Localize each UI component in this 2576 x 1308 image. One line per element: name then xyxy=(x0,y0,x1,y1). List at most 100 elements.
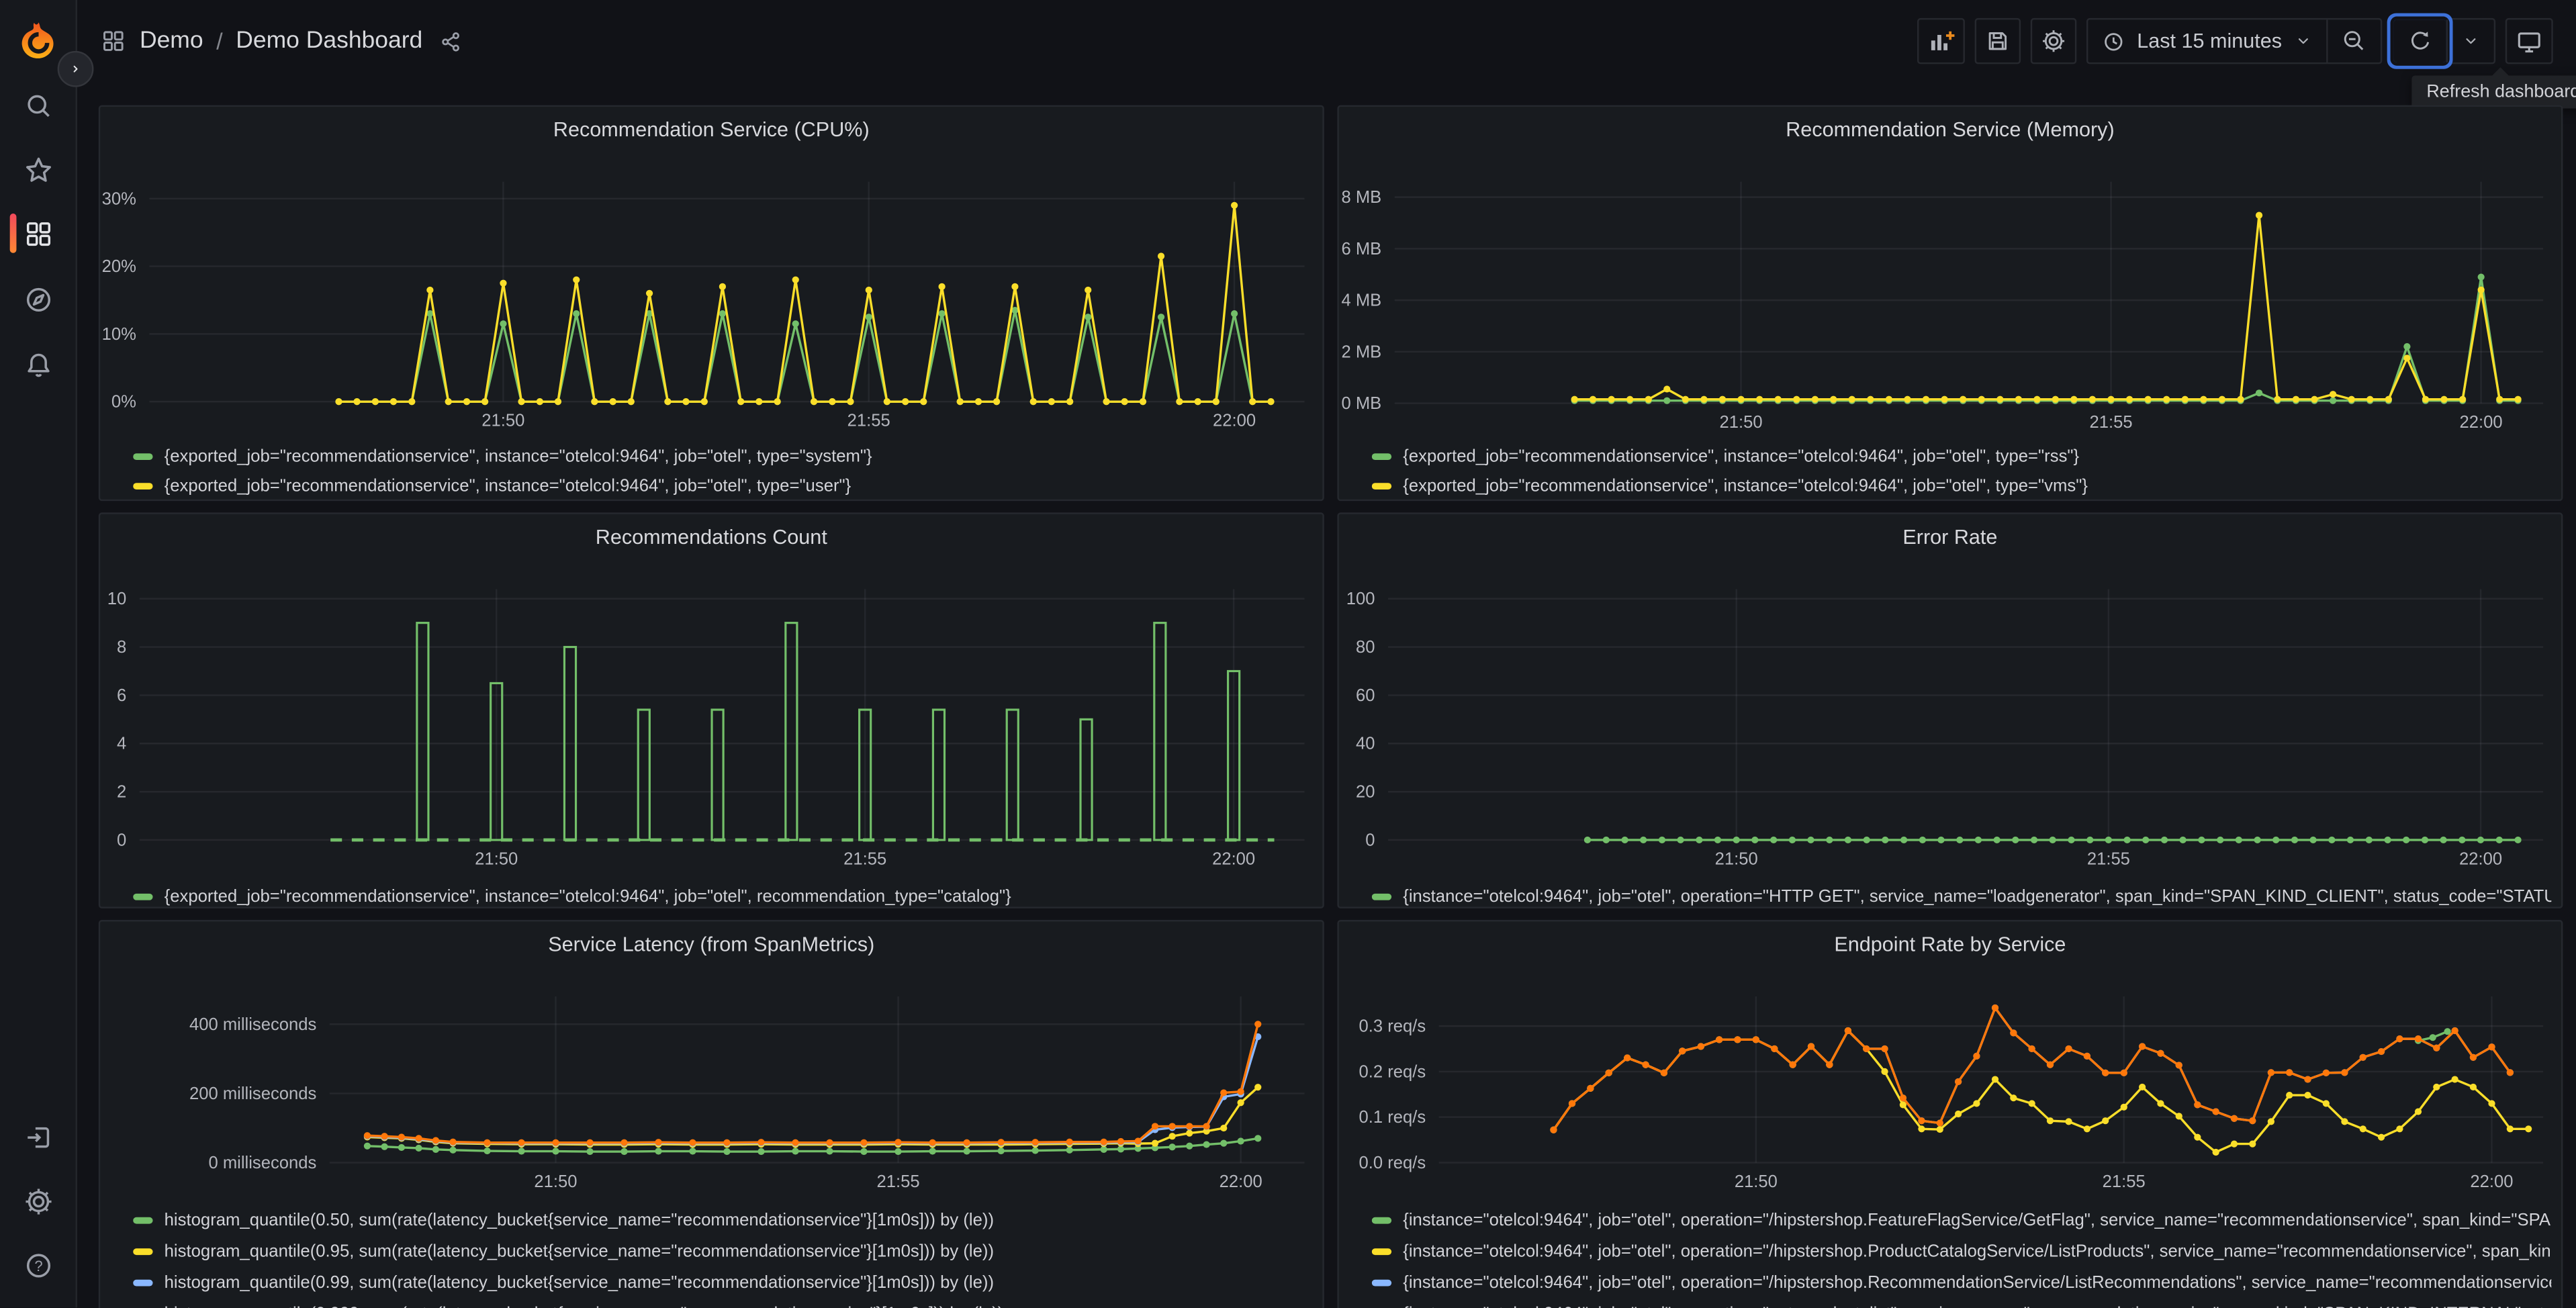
time-series-chart[interactable]: 21:50 21:55 22:00 0% 10% 20% 30% xyxy=(100,107,1322,500)
time-series-chart[interactable]: 21:50 21:55 22:00 0 MB 2 MB 4 MB 6 MB 8 MB xyxy=(1339,107,2561,500)
svg-text:30%: 30% xyxy=(102,189,136,208)
panel-title[interactable]: Error Rate xyxy=(1902,525,1998,549)
refresh-interval-dropdown[interactable] xyxy=(2446,19,2494,62)
legend-item[interactable]: {instance="otelcol:9464", job="otel", op… xyxy=(1371,1204,2551,1235)
svg-text:4 MB: 4 MB xyxy=(1342,291,1382,310)
sidebar-expand-button[interactable] xyxy=(57,50,94,87)
legend-swatch xyxy=(1371,1278,1392,1286)
sidebar-item-alerting[interactable] xyxy=(0,335,77,394)
refresh-icon xyxy=(2411,32,2430,50)
refresh-dashboard-button[interactable] xyxy=(2393,19,2446,62)
time-series-chart[interactable]: 21:50 21:55 22:00 0 20 40 60 80 100 xyxy=(1339,514,2561,907)
sidebar-item-explore[interactable] xyxy=(0,269,77,328)
legend-item[interactable]: histogram_quantile(0.999, sum(rate(laten… xyxy=(133,1298,1313,1308)
svg-text:0 milliseconds: 0 milliseconds xyxy=(208,1154,316,1172)
time-series-chart[interactable]: 21:50 21:55 22:00 0.0 req/s 0.1 req/s 0.2 req… xyxy=(1339,921,2561,1308)
breadcrumb-section[interactable]: Demo xyxy=(139,28,203,54)
svg-text:21:50: 21:50 xyxy=(1720,413,1763,432)
legend-swatch xyxy=(1371,893,1392,900)
legend-item[interactable]: {instance="otelcol:9464", job="otel", op… xyxy=(1371,1266,2552,1297)
add-panel-button[interactable] xyxy=(1917,17,1965,64)
panel-title[interactable]: Recommendation Service (CPU%) xyxy=(553,118,870,142)
legend-item[interactable]: histogram_quantile(0.99, sum(rate(latenc… xyxy=(133,1266,1313,1297)
legend-swatch xyxy=(133,453,153,461)
time-controls: Last 15 minutes xyxy=(2086,17,2383,64)
dashboard-toolbar: Last 15 minutes xyxy=(1917,17,2553,64)
svg-text:20: 20 xyxy=(1356,783,1375,802)
panel-legend: {exported_job="recommendationservice", i… xyxy=(1371,442,2552,501)
sidebar-item-settings[interactable] xyxy=(0,1171,77,1230)
panel-title[interactable]: Service Latency (from SpanMetrics) xyxy=(548,933,875,956)
legend-swatch xyxy=(1371,1216,1392,1223)
panel-service-latency: Service Latency (from SpanMetrics) 21:50… xyxy=(98,920,1324,1308)
svg-text:21:50: 21:50 xyxy=(534,1172,577,1191)
panel-title[interactable]: Recommendation Service (Memory) xyxy=(1786,118,2115,142)
zoom-out-button[interactable] xyxy=(2326,19,2381,62)
svg-text:0%: 0% xyxy=(111,393,136,412)
time-series-chart[interactable]: 21:50 21:55 22:00 0 2 4 6 8 10 xyxy=(100,514,1322,907)
panel-title[interactable]: Endpoint Rate by Service xyxy=(1834,933,2066,956)
legend-label: {exported_job="recommendationservice", i… xyxy=(1403,476,2088,496)
legend-label: {instance="otelcol:9464", job="otel", op… xyxy=(1403,1272,2552,1293)
svg-text:21:50: 21:50 xyxy=(481,412,524,430)
legend-swatch xyxy=(133,893,153,900)
dashboards-grid-icon xyxy=(26,221,51,245)
zoom-out-icon xyxy=(2344,31,2364,50)
panel-recommendation-memory: Recommendation Service (Memory) 21:50 21:… xyxy=(1337,105,2563,502)
time-range-picker[interactable]: Last 15 minutes xyxy=(2088,19,2326,62)
share-icon[interactable] xyxy=(439,29,464,54)
svg-text:10%: 10% xyxy=(102,325,136,344)
legend-item[interactable]: {exported_job="recommendationservice", i… xyxy=(133,471,1313,501)
sidebar-item-dashboards[interactable] xyxy=(0,203,77,263)
svg-text:8 MB: 8 MB xyxy=(1342,188,1382,207)
panel-title[interactable]: Recommendations Count xyxy=(595,525,827,549)
svg-text:21:55: 21:55 xyxy=(2103,1172,2146,1191)
legend-item[interactable]: {instance="otelcol:9464", job="otel", op… xyxy=(1371,882,2551,912)
sidebar-item-sign-in[interactable] xyxy=(0,1107,77,1166)
legend-item[interactable]: histogram_quantile(0.50, sum(rate(latenc… xyxy=(133,1204,1313,1235)
active-indicator xyxy=(9,214,16,253)
sidebar-item-help[interactable]: ? xyxy=(0,1235,77,1295)
legend-item[interactable]: {exported_job="recommendationservice", i… xyxy=(1371,471,2552,501)
kiosk-mode-button[interactable] xyxy=(2505,17,2553,64)
save-dashboard-button[interactable] xyxy=(1974,17,2021,64)
legend-label: {exported_job="recommendationservice", i… xyxy=(164,476,852,496)
svg-text:200 milliseconds: 200 milliseconds xyxy=(189,1084,316,1103)
save-icon xyxy=(1988,32,2007,50)
svg-text:22:00: 22:00 xyxy=(2460,413,2503,432)
legend-item[interactable]: {exported_job="recommendationservice", i… xyxy=(133,442,1313,471)
legend-swatch xyxy=(133,1248,153,1254)
panel-error-rate: Error Rate 21:50 21:55 22:00 0 20 40 60 80 100 {… xyxy=(1337,512,2563,908)
svg-text:0.3 req/s: 0.3 req/s xyxy=(1359,1017,1426,1036)
grafana-logo-icon[interactable] xyxy=(15,18,62,66)
svg-text:6 MB: 6 MB xyxy=(1342,240,1382,259)
svg-text:21:50: 21:50 xyxy=(475,849,518,868)
sidebar-item-search[interactable] xyxy=(0,76,77,135)
dashboards-grid-icon xyxy=(103,31,124,51)
legend-label: {instance="otelcol:9464", job="otel", op… xyxy=(1403,1303,2551,1308)
svg-text:2: 2 xyxy=(117,783,126,802)
legend-item[interactable]: {instance="otelcol:9464", job="otel", op… xyxy=(1371,1235,2551,1266)
refresh-controls xyxy=(2392,17,2496,64)
time-series-chart[interactable]: 21:50 21:55 22:00 0 milliseconds 200 millise… xyxy=(100,921,1322,1308)
legend-label: {exported_job="recommendationservice", i… xyxy=(164,447,872,467)
legend-item[interactable]: {exported_job="recommendationservice", i… xyxy=(1371,442,2552,471)
legend-swatch xyxy=(1371,453,1392,461)
search-icon xyxy=(28,94,50,116)
sidebar-item-starred[interactable] xyxy=(0,140,77,199)
legend-item[interactable]: {exported_job="recommendationservice", i… xyxy=(133,882,1313,912)
panel-legend: {instance="otelcol:9464", job="otel", op… xyxy=(1371,882,2551,912)
legend-item[interactable]: {instance="otelcol:9464", job="otel", op… xyxy=(1372,1298,2551,1308)
svg-text:21:55: 21:55 xyxy=(2090,413,2133,432)
breadcrumb: Demo / Demo Dashboard xyxy=(100,0,463,82)
chevron-right-icon xyxy=(73,65,78,73)
legend-swatch xyxy=(133,483,153,490)
legend-label: {exported_job="recommendationservice", i… xyxy=(1403,447,2080,467)
bell-icon xyxy=(28,353,50,377)
svg-text:0.0 req/s: 0.0 req/s xyxy=(1359,1154,1426,1172)
panel-legend: histogram_quantile(0.50, sum(rate(latenc… xyxy=(133,1204,1313,1308)
sign-in-icon xyxy=(28,1126,50,1148)
dashboard-settings-button[interactable] xyxy=(2030,17,2076,64)
legend-item[interactable]: histogram_quantile(0.95, sum(rate(latenc… xyxy=(133,1235,1313,1266)
legend-swatch xyxy=(133,1278,153,1286)
